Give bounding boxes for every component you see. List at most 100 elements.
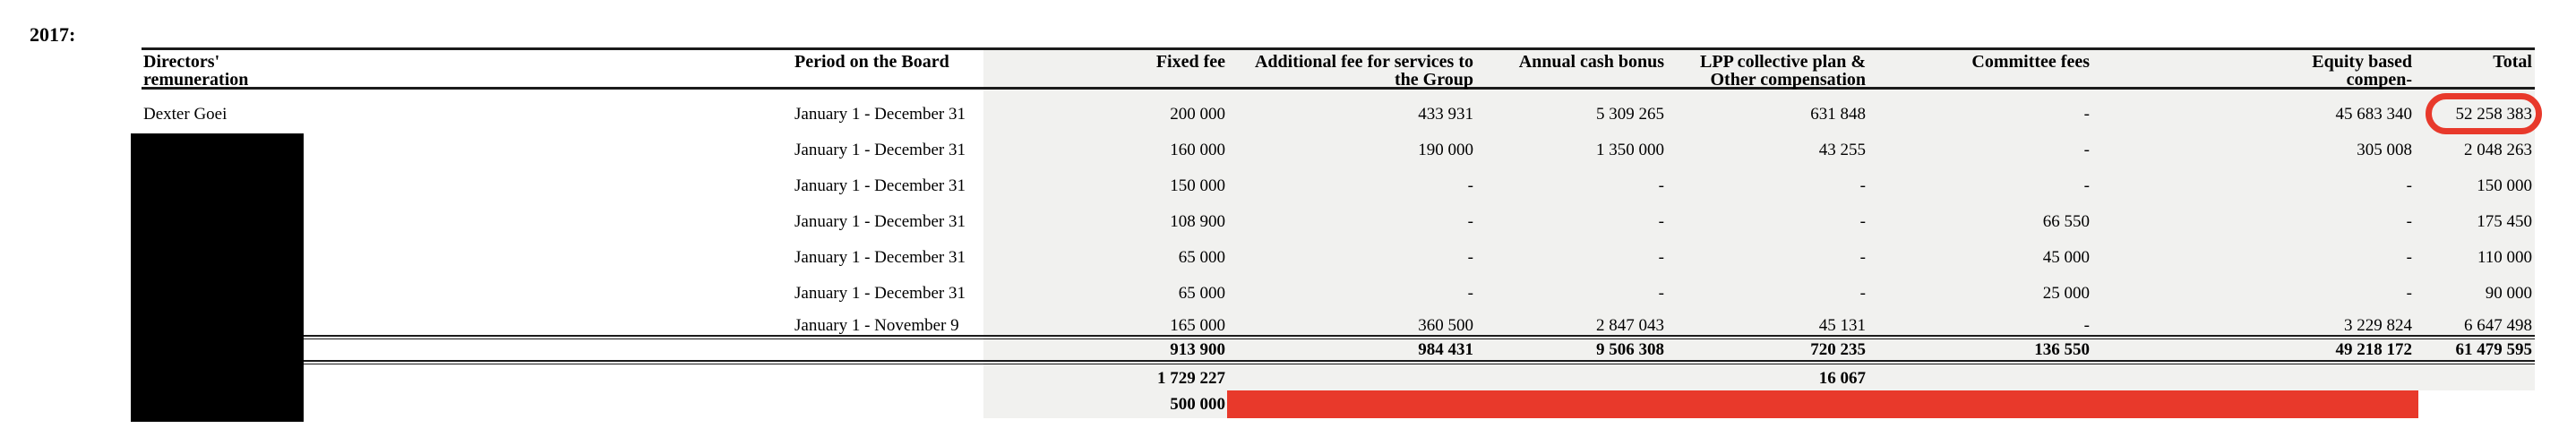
cell-fixed-fee: 200 000 [1170,105,1225,124]
cell-equity: 45 683 340 [2335,105,2413,124]
subtotal-row: 500 000 [0,395,2576,416]
highlight-oval [2426,93,2542,134]
cell-total: 150 000 [2477,176,2532,195]
total-cash-bonus: 9 506 308 [1596,340,1664,359]
header-lpp: LPP collective plan & Other compensation [1615,53,1866,89]
header-total: Total [2493,52,2532,72]
header-fixed-fee: Fixed fee [1155,52,1225,72]
cell-equity: - [2406,176,2412,195]
table-row: Dexter Goei January 1 - December 31 200 … [0,105,2576,125]
cell-additional-fee: - [1467,284,1473,303]
cell-committee: 25 000 [2042,284,2090,303]
header-directors-line1: Directors' [143,52,220,72]
cell-committee: - [2083,316,2090,335]
totals-top-rule [142,335,2535,337]
cell-equity: - [2406,212,2412,231]
cell-cash-bonus: - [1658,248,1664,267]
redaction-bar-red [1227,390,2418,418]
cell-lpp: - [1859,248,1866,267]
cell-period: January 1 - December 31 [794,105,966,124]
total-additional-fee: 984 431 [1418,340,1473,359]
cell-period: January 1 - December 31 [794,248,966,267]
total-fixed-fee: 913 900 [1170,340,1225,359]
cell-equity: 3 229 824 [2344,316,2412,335]
total-lpp: 720 235 [1810,340,1866,359]
header-additional-fee-line2: the Group [1395,70,1473,90]
cell-lpp: - [1859,176,1866,195]
cell-total: 2 048 263 [2464,141,2532,159]
header-lpp-line1: LPP collective plan & [1700,52,1866,72]
cell-total: 52 258 383 [2455,105,2533,124]
cell-committee: 45 000 [2042,248,2090,267]
cell-lpp: 43 255 [1818,141,1866,159]
total-equity: 49 218 172 [2335,340,2413,359]
table-row: January 1 - December 31 108 900 - - - 66… [0,212,2576,233]
cell-lpp: - [1859,212,1866,231]
cell-period: January 1 - December 31 [794,176,966,195]
table-row: January 1 - November 9 165 000 360 500 2… [0,316,2576,337]
header-annual-cash-bonus: Annual cash bonus [1518,52,1664,72]
header-equity-line1: Equity based [2312,52,2412,72]
table-row: January 1 - December 31 65 000 - - - 25 … [0,284,2576,304]
cell-fixed-fee: 165 000 [1170,316,1225,335]
cell-committee: 66 550 [2042,212,2090,231]
header-period: Period on the Board [794,52,949,72]
cell-additional-fee: - [1467,176,1473,195]
header-directors-line2: remuneration [143,70,249,90]
cell-period: January 1 - December 31 [794,284,966,303]
header-additional-fee-line1: Additional fee for services to [1254,52,1473,72]
subtotal-fixed-fee: 500 000 [1170,395,1225,414]
total-committee: 136 550 [2034,340,2090,359]
header-bottom-rule [142,87,2535,90]
shaded-column-band-bottom [983,390,1227,418]
cell-additional-fee: 190 000 [1418,141,1473,159]
table-row: January 1 - December 31 65 000 - - - 45 … [0,248,2576,269]
header-additional-fee: Additional fee for services to the Group [1223,53,1473,89]
subtotal-fixed-fee: 1 729 227 [1157,369,1225,388]
cell-cash-bonus: - [1658,176,1664,195]
cell-additional-fee: 433 931 [1418,105,1473,124]
header-lpp-line2: Other compensation [1710,70,1866,90]
table-row: January 1 - December 31 160 000 190 000 … [0,141,2576,161]
cell-additional-fee: - [1467,248,1473,267]
cell-lpp: - [1859,284,1866,303]
totals-bottom-rule-2 [142,363,2535,365]
cell-lpp: 631 848 [1810,105,1866,124]
subtotal-lpp: 16 067 [1818,369,1866,388]
cell-period: January 1 - December 31 [794,141,966,159]
cell-fixed-fee: 150 000 [1170,176,1225,195]
cell-additional-fee: - [1467,212,1473,231]
redaction-box-black [131,133,304,422]
header-directors: Directors' remuneration [143,53,699,89]
cell-equity: - [2406,284,2412,303]
cell-cash-bonus: 5 309 265 [1596,105,1664,124]
cell-director-name: Dexter Goei [143,105,228,124]
cell-additional-fee: 360 500 [1418,316,1473,335]
totals-top-rule-2 [142,338,2535,340]
cell-total: 6 647 498 [2464,316,2532,335]
table-row: January 1 - December 31 150 000 - - - - … [0,176,2576,197]
cell-total: 90 000 [2485,284,2532,303]
cell-equity: - [2406,248,2412,267]
table-top-rule [142,47,2535,50]
cell-equity: 305 008 [2357,141,2412,159]
shaded-column-band [983,47,2535,390]
header-committee-fees: Committee fees [1971,52,2090,72]
totals-bottom-rule [142,360,2535,362]
header-equity-line2: compen- [2346,70,2412,90]
cell-total: 110 000 [2477,248,2532,267]
totals-row: 913 900 984 431 9 506 308 720 235 136 55… [0,340,2576,361]
cell-cash-bonus: - [1658,212,1664,231]
cell-period: January 1 - December 31 [794,212,966,231]
cell-cash-bonus: - [1658,284,1664,303]
cell-committee: - [2083,141,2090,159]
cell-total: 175 450 [2477,212,2532,231]
year-label: 2017: [30,23,76,46]
cell-committee: - [2083,105,2090,124]
cell-fixed-fee: 160 000 [1170,141,1225,159]
cell-period: January 1 - November 9 [794,316,959,335]
cell-fixed-fee: 65 000 [1178,248,1225,267]
cell-committee: - [2083,176,2090,195]
cell-cash-bonus: 1 350 000 [1596,141,1664,159]
